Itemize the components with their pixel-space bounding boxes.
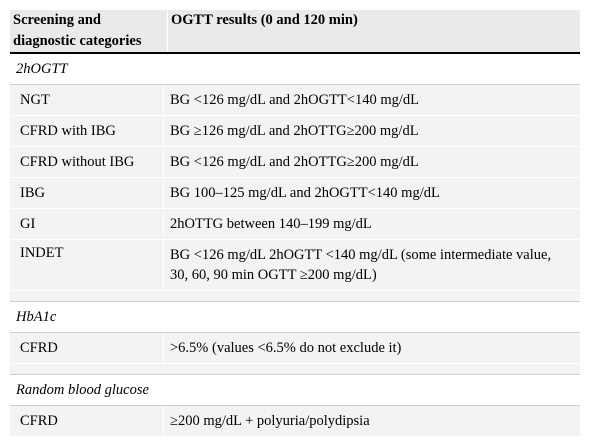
section-spacer xyxy=(10,364,580,375)
table-row: INDET BG <126 mg/dL 2hOGTT <140 mg/dL (s… xyxy=(10,240,580,291)
column-header-category: Screening and diagnostic categories xyxy=(13,12,142,49)
section-title-random-glucose: Random blood glucose xyxy=(10,375,580,406)
section-title-2hogtt: 2hOGTT xyxy=(10,54,580,85)
table-row: CFRD >6.5% (values <6.5% do not exclude … xyxy=(10,333,580,364)
row-result: ≥200 mg/dL + polyuria/polydipsia xyxy=(170,413,370,429)
row-result: BG <126 mg/dL and 2hOGTT<140 mg/dL xyxy=(170,92,420,108)
row-category: IBG xyxy=(10,178,164,208)
criteria-table: Screening and diagnostic categories OGTT… xyxy=(10,10,580,437)
table-row: NGT BG <126 mg/dL and 2hOGTT<140 mg/dL xyxy=(10,85,580,116)
table-row: CFRD without IBG BG <126 mg/dL and 2hOTT… xyxy=(10,147,580,178)
table-row: GI 2hOTTG between 140–199 mg/dL xyxy=(10,209,580,240)
table-row: CFRD ≥200 mg/dL + polyuria/polydipsia xyxy=(10,406,580,437)
column-header-results: OGTT results (0 and 120 min) xyxy=(167,10,580,52)
row-category: CFRD xyxy=(10,406,164,436)
row-category: NGT xyxy=(10,85,164,115)
table-header: Screening and diagnostic categories OGTT… xyxy=(10,10,580,54)
row-category: GI xyxy=(10,209,164,239)
section-spacer xyxy=(10,291,580,302)
row-result: BG <126 mg/dL and 2hOTTG≥200 mg/dL xyxy=(170,154,419,170)
row-category: CFRD with IBG xyxy=(10,116,164,146)
table-row: IBG BG 100–125 mg/dL and 2hOGTT<140 mg/d… xyxy=(10,178,580,209)
row-result: BG ≥126 mg/dL and 2hOTTG≥200 mg/dL xyxy=(170,123,419,139)
row-result: 2hOTTG between 140–199 mg/dL xyxy=(170,216,372,232)
row-result: BG 100–125 mg/dL and 2hOGTT<140 mg/dL xyxy=(170,185,440,201)
row-result: BG <126 mg/dL 2hOGTT <140 mg/dL (some in… xyxy=(170,247,552,283)
row-category: CFRD xyxy=(10,333,164,363)
table-row: CFRD with IBG BG ≥126 mg/dL and 2hOTTG≥2… xyxy=(10,116,580,147)
row-result: >6.5% (values <6.5% do not exclude it) xyxy=(170,340,402,356)
row-category: CFRD without IBG xyxy=(10,147,164,177)
section-title-hba1c: HbA1c xyxy=(10,302,580,333)
row-category: INDET xyxy=(10,240,164,290)
